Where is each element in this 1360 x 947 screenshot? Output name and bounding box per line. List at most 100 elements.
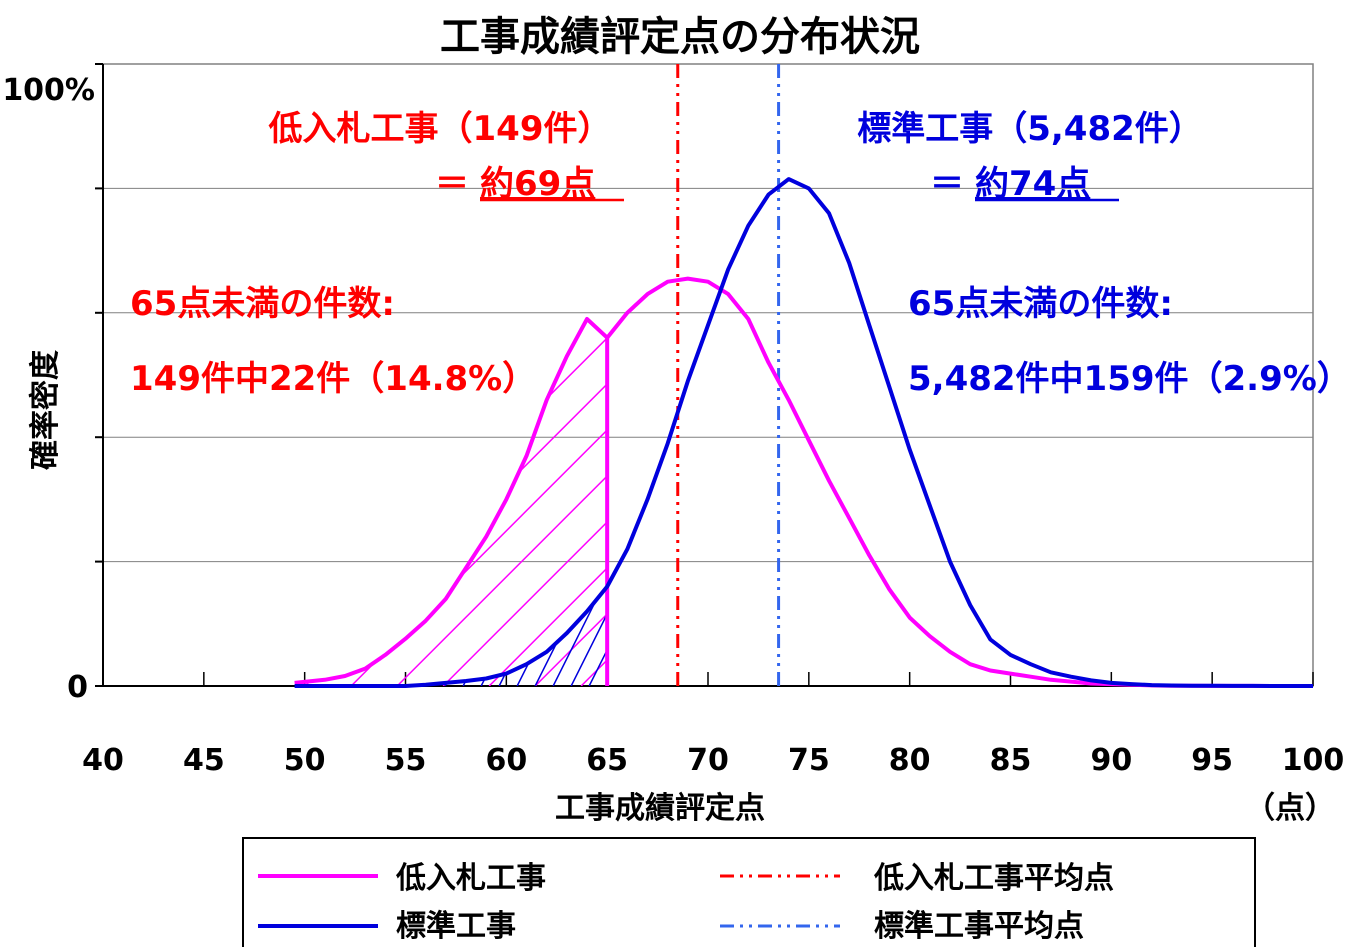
x-tick-label: 65 (586, 743, 628, 778)
standard-mean-annotation: 約74点 (975, 164, 1090, 204)
hatch-line (949, 286, 1149, 686)
hatch-line (13, 286, 213, 686)
hatch-line (294, 586, 466, 686)
low-bid-title-annotation: 低入札工事（149件） (269, 109, 612, 149)
hatch-line (1111, 286, 1311, 686)
hatch-line (294, 586, 484, 686)
low-bid-count-value: 149件中22件（14.8%） (130, 359, 536, 399)
hatch-line (1075, 286, 1275, 686)
legend-box (242, 837, 1256, 947)
x-tick-label: 80 (889, 743, 931, 778)
hatch-line (294, 586, 430, 686)
legend-low-bid-label: 低入札工事 (395, 861, 546, 896)
hatch-line (1309, 286, 1360, 686)
low-bid-mean-prefix: ＝ (435, 164, 469, 204)
x-tick-label: 50 (284, 743, 326, 778)
hatch-line (0, 286, 87, 686)
hatch-line (31, 286, 231, 686)
hatch-line (0, 286, 123, 686)
hatch-line (1129, 286, 1329, 686)
hatch-line (516, 586, 608, 686)
hatch-line (877, 286, 1077, 686)
hatch-line (625, 286, 825, 686)
hatch-line (0, 286, 51, 686)
hatch-line (895, 286, 1095, 686)
hatch-line (396, 319, 608, 686)
x-tick-labels: 40 45 50 55 60 65 70 75 80 85 90 95 100 (82, 743, 1344, 778)
legend-standard-mean-label: 標準工事平均点 (874, 909, 1084, 944)
hatch-line (913, 286, 1113, 686)
hatch-line (552, 586, 608, 686)
low-bid-count-label: 65点未満の件数: (130, 284, 395, 324)
hatch-line (787, 286, 987, 686)
hatch-line (0, 286, 69, 686)
hatch-line (805, 286, 1005, 686)
hatch-line (462, 586, 608, 686)
chart-title: 工事成績評定点の分布状況 (440, 14, 920, 60)
hatch-line (1039, 286, 1239, 686)
hatch-line (442, 319, 608, 686)
low-bid-mean-annotation: 約69点 (480, 164, 595, 204)
y-axis-title: 確率密度 (28, 350, 63, 470)
x-tick-label: 100 (1282, 743, 1345, 778)
hatch-line (1183, 286, 1360, 686)
hatch-line (294, 586, 394, 686)
hatch-line (294, 586, 376, 686)
hatch-line (1291, 286, 1360, 686)
standard-count-value: 5,482件中159件（2.9%） (908, 359, 1351, 399)
hatch-line (1219, 286, 1360, 686)
hatch-line (294, 586, 340, 686)
x-axis-title: 工事成績評定点 (555, 791, 765, 826)
hatch-line (769, 286, 969, 686)
standard-hatch (0, 286, 1360, 686)
hatch-line (1003, 286, 1203, 686)
legend-low-bid-mean-label: 低入札工事平均点 (873, 861, 1114, 896)
hatch-line (1273, 286, 1360, 686)
hatch-line (931, 286, 1131, 686)
hatch-line (0, 286, 195, 686)
hatch-line (534, 586, 608, 686)
x-tick-label: 40 (82, 743, 124, 778)
hatch-line (1057, 286, 1257, 686)
hatch-line (1165, 286, 1360, 686)
hatch-line (49, 286, 249, 686)
x-tick-label: 95 (1191, 743, 1233, 778)
standard-curve (294, 177, 1313, 688)
x-tick-label: 70 (687, 743, 729, 778)
hatch-line (300, 586, 502, 686)
hatch-line (85, 286, 285, 686)
hatch-line (0, 286, 141, 686)
hatch-line (0, 286, 105, 686)
hatch-line (859, 286, 1059, 686)
x-tick-label: 45 (183, 743, 225, 778)
hatch-line (1237, 286, 1360, 686)
hatch-line (697, 286, 897, 686)
hatch-line (0, 286, 177, 686)
hatch-line (1255, 286, 1360, 686)
hatch-line (408, 586, 608, 686)
hatch-line (841, 286, 1041, 686)
hatch-line (570, 586, 608, 686)
hatch-line (1093, 286, 1293, 686)
standard-mean-prefix: ＝ (930, 164, 964, 204)
hatch-line (985, 286, 1185, 686)
hatch-line (0, 286, 15, 686)
x-tick-label: 55 (385, 743, 427, 778)
hatch-line (1201, 286, 1360, 686)
hatch-line (1327, 286, 1360, 686)
hatch-line (0, 286, 33, 686)
y-tick-bottom: 0 (67, 670, 88, 705)
hatch-line (67, 286, 267, 686)
x-tick-label: 75 (788, 743, 830, 778)
hatch-line (1021, 286, 1221, 686)
hatch-line (336, 586, 538, 686)
hatch-line (1147, 286, 1347, 686)
hatch-line (294, 586, 322, 686)
standard-title-annotation: 標準工事（5,482件） (857, 109, 1203, 149)
hatch-line (0, 286, 159, 686)
x-tick-label: 90 (1090, 743, 1132, 778)
series-curves (294, 177, 1313, 688)
legend-standard-label: 標準工事 (396, 909, 516, 944)
mean-lines (676, 64, 781, 686)
